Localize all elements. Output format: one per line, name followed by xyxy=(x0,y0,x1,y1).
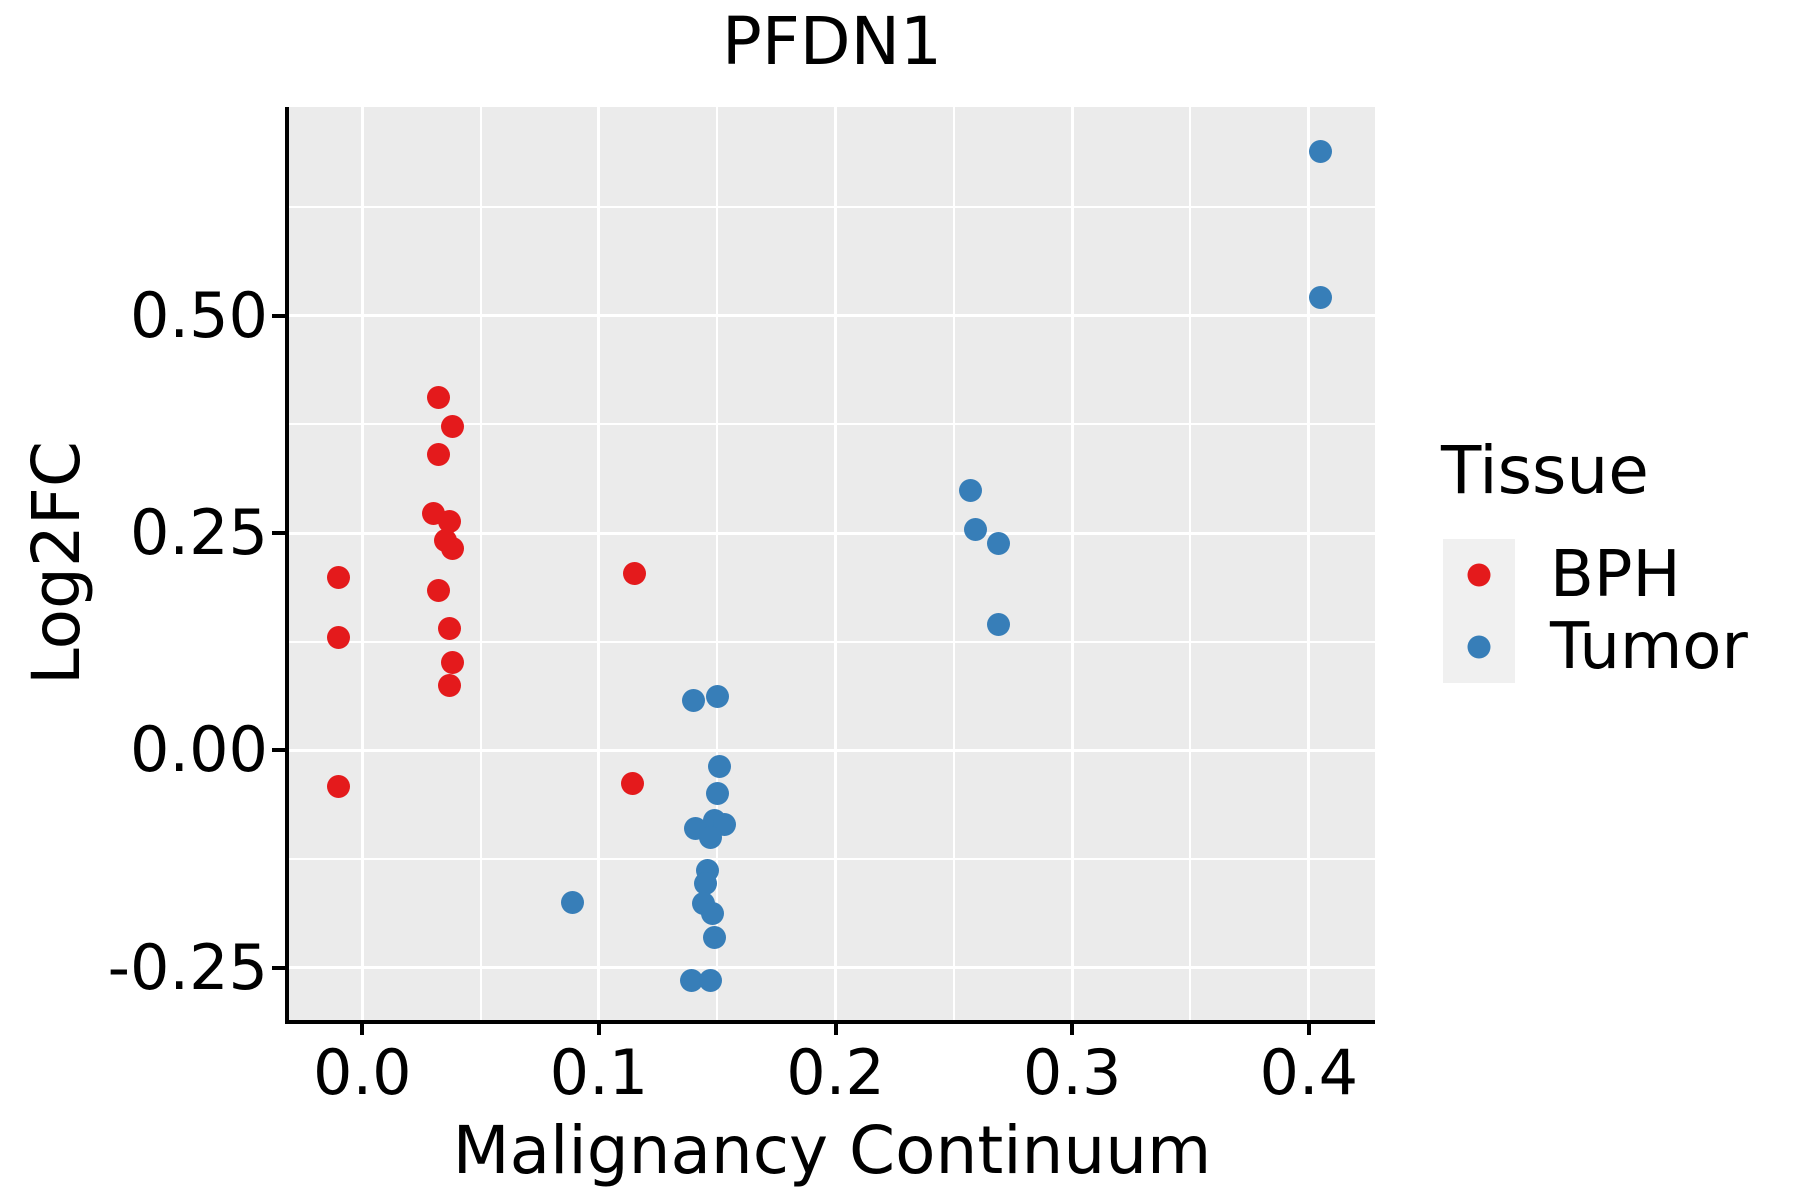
legend-key-bph xyxy=(1443,539,1515,611)
x-axis-tick xyxy=(1070,1024,1075,1035)
data-point-bph xyxy=(620,771,644,795)
data-point-bph xyxy=(327,774,351,798)
gridline-minor-h xyxy=(289,423,1375,426)
data-point-bph xyxy=(426,578,450,602)
data-point-tumor xyxy=(705,781,729,805)
gridline-major-v xyxy=(834,107,838,1020)
y-axis-tick xyxy=(272,531,285,536)
data-point-tumor xyxy=(698,825,722,849)
data-point-tumor xyxy=(705,685,729,709)
gridline-major-h xyxy=(289,531,1375,535)
gridline-major-v xyxy=(1307,107,1311,1020)
y-tick-label: 0.25 xyxy=(129,496,268,570)
data-point-bph xyxy=(438,510,462,534)
gridline-major-h xyxy=(289,314,1375,318)
legend-title: Tissue xyxy=(1441,432,1649,509)
x-tick-label: 0.2 xyxy=(786,1036,885,1109)
data-point-tumor xyxy=(708,754,732,778)
data-point-tumor xyxy=(701,902,725,926)
data-point-bph xyxy=(440,537,464,561)
data-point-bph xyxy=(426,443,450,467)
gridline-minor-v xyxy=(1189,107,1192,1020)
y-axis-tick xyxy=(272,965,285,970)
data-point-tumor xyxy=(1309,139,1333,163)
x-tick-label: 0.4 xyxy=(1259,1036,1359,1109)
data-point-tumor xyxy=(987,612,1011,636)
legend-swatch-tumor-icon xyxy=(1467,635,1491,659)
gridline-major-v xyxy=(1070,107,1074,1020)
gridline-major-h xyxy=(289,966,1375,970)
data-point-bph xyxy=(438,617,462,641)
data-point-tumor xyxy=(1309,285,1333,309)
legend-swatch-bph-icon xyxy=(1467,563,1491,587)
data-point-bph xyxy=(327,565,351,589)
data-point-tumor xyxy=(561,891,585,915)
data-point-bph xyxy=(622,561,646,585)
data-point-tumor xyxy=(693,871,717,895)
plot-panel xyxy=(289,107,1375,1020)
legend-key-tumor xyxy=(1443,611,1515,683)
data-point-tumor xyxy=(703,925,727,949)
gridline-minor-h xyxy=(289,858,1375,861)
chart-title: PFDN1 xyxy=(722,3,942,80)
x-tick-label: 0.1 xyxy=(549,1036,649,1109)
x-axis-line xyxy=(285,1020,1375,1024)
y-axis-tick xyxy=(272,748,285,753)
data-point-bph xyxy=(440,651,464,675)
gridline-minor-h xyxy=(289,205,1375,208)
data-point-tumor xyxy=(958,478,982,502)
y-tick-label: 0.50 xyxy=(129,278,268,352)
gridline-major-h xyxy=(289,748,1375,752)
y-axis-line xyxy=(285,107,289,1024)
data-point-tumor xyxy=(963,518,987,542)
x-axis-tick xyxy=(596,1024,601,1035)
legend-label-tumor: Tumor xyxy=(1550,610,1748,684)
data-point-bph xyxy=(438,673,462,697)
gridline-minor-h xyxy=(289,640,1375,643)
data-point-bph xyxy=(426,385,450,409)
data-point-tumor xyxy=(682,689,706,713)
x-tick-label: 0.0 xyxy=(313,1036,412,1109)
x-axis-tick xyxy=(1306,1024,1311,1035)
y-axis-tick xyxy=(272,313,285,318)
x-axis-tick xyxy=(833,1024,838,1035)
gridline-major-v xyxy=(597,107,601,1020)
data-point-bph xyxy=(327,625,351,649)
data-point-tumor xyxy=(698,968,722,992)
x-tick-label: 0.3 xyxy=(1022,1036,1122,1109)
legend-label-bph: BPH xyxy=(1550,538,1681,612)
gridline-minor-v xyxy=(479,107,482,1020)
data-point-bph xyxy=(440,415,464,439)
data-point-tumor xyxy=(987,532,1011,555)
gridline-minor-v xyxy=(952,107,955,1020)
data-point-tumor xyxy=(679,968,703,992)
x-axis-tick xyxy=(360,1024,365,1035)
y-tick-label: -0.25 xyxy=(107,930,268,1004)
y-tick-label: 0.00 xyxy=(129,713,268,787)
gridline-major-v xyxy=(360,107,364,1020)
gridline-minor-v xyxy=(716,107,719,1020)
x-axis-title: Malignancy Continuum xyxy=(452,1112,1212,1189)
